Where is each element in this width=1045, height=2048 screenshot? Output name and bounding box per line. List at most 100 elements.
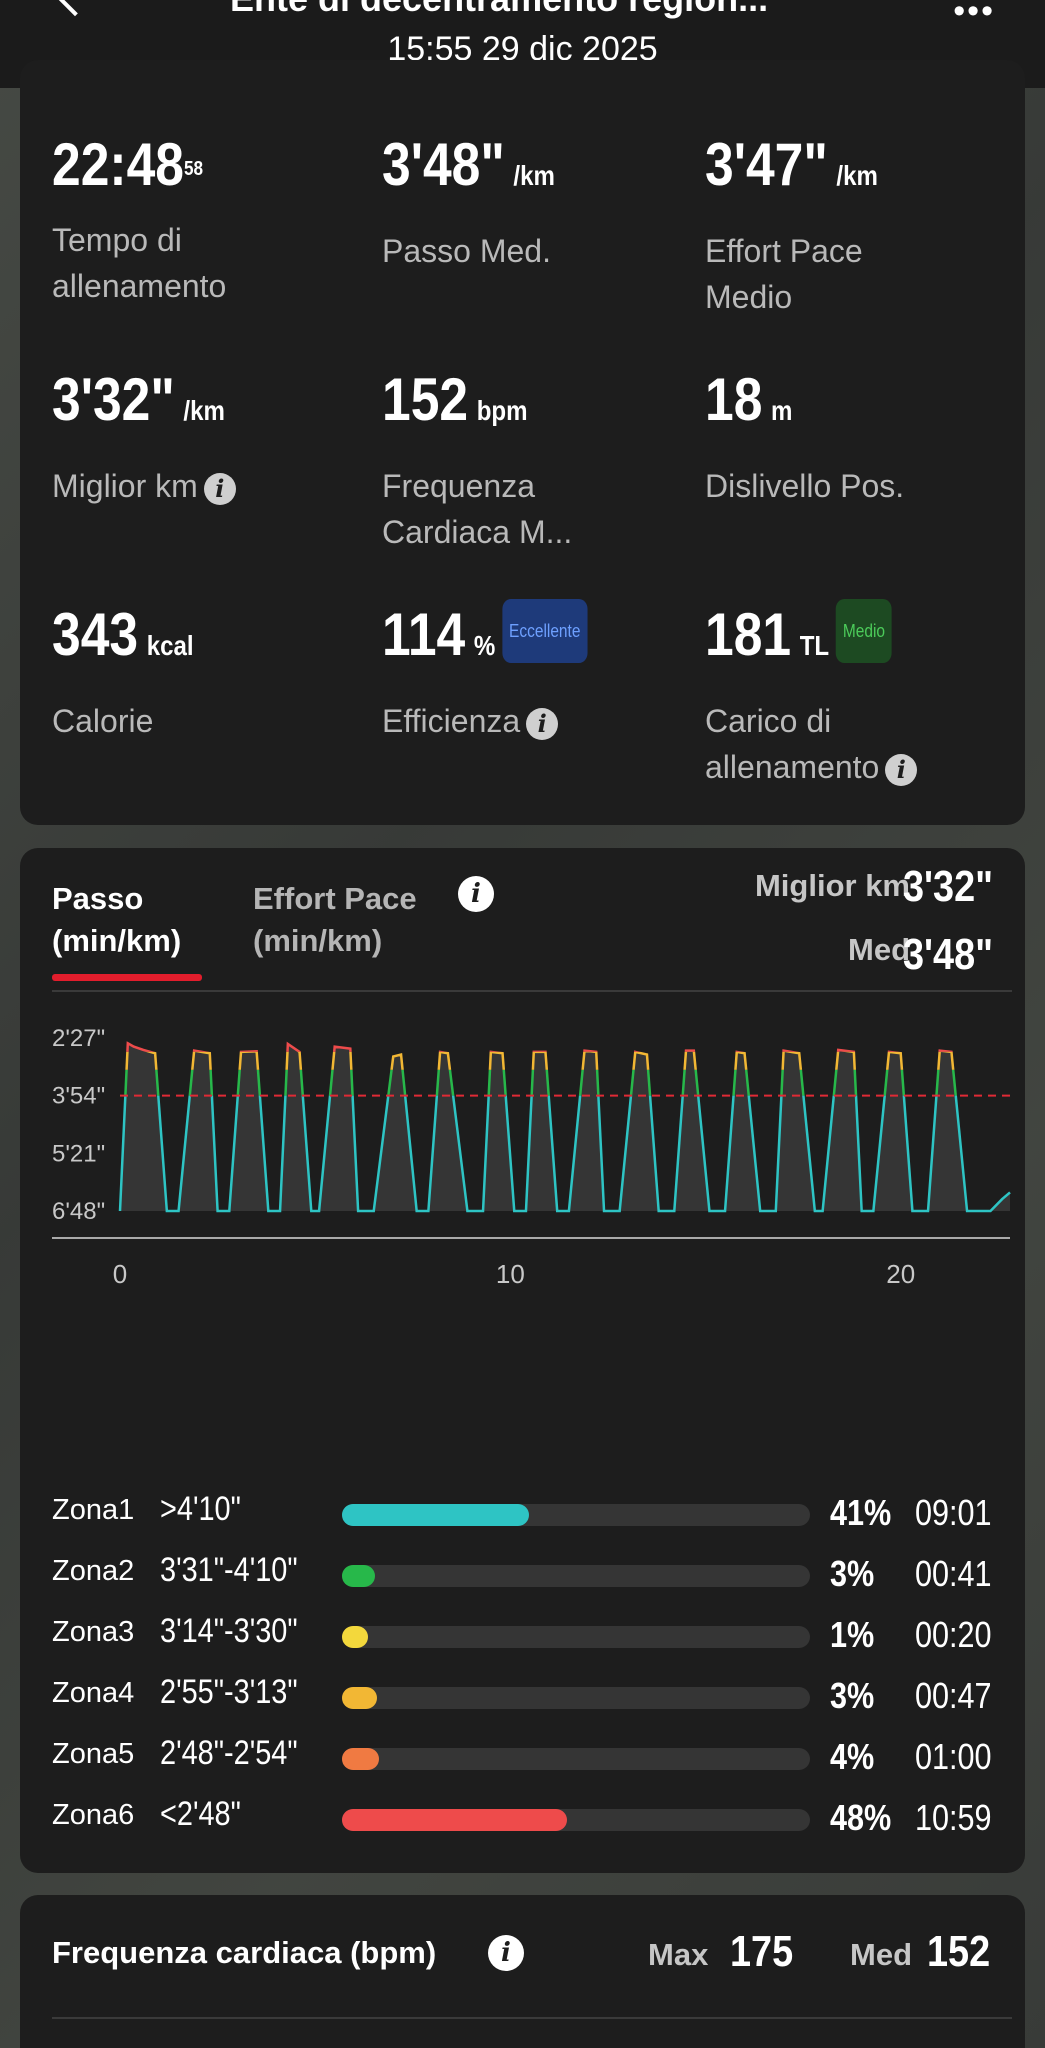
zone-track bbox=[342, 1565, 810, 1587]
pace-chart[interactable]: 2'27" 3'54" 5'21" 6'48" 0 10 20 bbox=[20, 998, 1025, 1298]
zone-range: <2'48" bbox=[160, 1795, 241, 1833]
zone-range: 3'31"-4'10" bbox=[160, 1551, 298, 1589]
tab-pace[interactable]: Passo (min/km) bbox=[52, 878, 181, 962]
heart-rate-title: Frequenza cardiaca (bpm) bbox=[52, 1935, 437, 1970]
stats-card: 22:4858 Tempo di allenamento 3'48"/km Pa… bbox=[20, 60, 1025, 825]
stat-value: 3'32" bbox=[52, 366, 175, 433]
stat-unit: /km bbox=[836, 160, 878, 191]
best-km-label: Miglior km bbox=[754, 868, 910, 903]
back-arrow-icon[interactable] bbox=[53, 0, 97, 17]
avg-pace-label: Med bbox=[848, 932, 910, 967]
more-options-icon[interactable]: ••• bbox=[953, 0, 995, 30]
efficiency-badge: Eccellente bbox=[502, 599, 588, 664]
y-tick-label: 2'27" bbox=[52, 1025, 105, 1052]
stat-unit: TL bbox=[799, 630, 830, 661]
zone-name: Zona4 bbox=[52, 1677, 135, 1709]
stat-value: 18 bbox=[705, 366, 763, 433]
zone-percent: 41% bbox=[830, 1492, 892, 1533]
y-tick-label: 5'21" bbox=[52, 1140, 105, 1167]
info-icon[interactable]: i bbox=[885, 753, 918, 786]
zone-percent: 3% bbox=[830, 1675, 875, 1716]
zone-fill bbox=[342, 1687, 378, 1709]
pace-line-zone1 bbox=[118, 1095, 1011, 1213]
zone-fill bbox=[342, 1565, 375, 1587]
zone-track bbox=[342, 1687, 810, 1709]
hr-max-label: Max bbox=[648, 1937, 709, 1972]
x-tick-label: 0 bbox=[113, 1259, 127, 1289]
zone-percent: 4% bbox=[830, 1736, 875, 1777]
stat-unit: kcal bbox=[146, 630, 194, 661]
pace-area bbox=[120, 1043, 1010, 1211]
stat-unit: /km bbox=[513, 160, 555, 191]
zone-range: >4'10" bbox=[160, 1490, 241, 1528]
zone-track bbox=[342, 1504, 810, 1526]
tab-label: Effort Pace bbox=[253, 881, 417, 916]
stat-label: Efficienza bbox=[382, 703, 521, 739]
stat-value: 114 bbox=[382, 601, 466, 668]
zone-percent: 48% bbox=[830, 1797, 892, 1838]
stat-efficiency: 114% Eccellente Efficienza i bbox=[382, 599, 702, 744]
info-icon[interactable]: i bbox=[203, 472, 236, 505]
tab-unit: (min/km) bbox=[52, 923, 182, 958]
x-tick-label: 20 bbox=[886, 1259, 915, 1289]
stat-training-load: 181 TL Medio Carico di allenamento i bbox=[705, 599, 1005, 790]
stat-avg-pace: 3'48"/km Passo Med. bbox=[382, 135, 682, 274]
stat-unit: /km bbox=[183, 395, 225, 426]
zone-time: 01:00 bbox=[915, 1736, 992, 1777]
y-tick-label: 6'48" bbox=[52, 1198, 105, 1225]
stat-best-km: 3'32"/km Miglior km i bbox=[52, 370, 352, 509]
stat-label: Effort Pace Medio bbox=[705, 233, 863, 315]
zone-row: Zona6 <2'48" 48% 10:59 bbox=[20, 1793, 1025, 1843]
best-km-value: 3'32" bbox=[903, 862, 994, 911]
zone-range: 2'55"-3'13" bbox=[160, 1673, 298, 1711]
hr-max-value: 175 bbox=[730, 1927, 794, 1976]
zone-row: Zona3 3'14"-3'30" 1% 00:20 bbox=[20, 1610, 1025, 1660]
tab-underline bbox=[52, 974, 202, 981]
stat-heart-rate: 152 bpm Frequenza Cardiaca M... bbox=[382, 370, 682, 555]
info-icon[interactable]: i bbox=[458, 876, 494, 912]
zone-name: Zona2 bbox=[52, 1555, 135, 1587]
training-load-badge: Medio bbox=[836, 599, 892, 664]
stat-unit: % bbox=[473, 630, 496, 661]
stat-unit: bpm bbox=[476, 395, 528, 426]
avg-pace-value: 3'48" bbox=[903, 930, 994, 979]
zone-time: 09:01 bbox=[915, 1492, 992, 1533]
tab-effort-pace[interactable]: Effort Pace (min/km) bbox=[253, 878, 417, 962]
zone-track bbox=[342, 1626, 810, 1648]
stat-label: Dislivello Pos. bbox=[705, 468, 905, 504]
zone-time: 10:59 bbox=[915, 1797, 992, 1838]
stat-label: Frequenza Cardiaca M... bbox=[382, 468, 573, 550]
divider bbox=[52, 2017, 1012, 2019]
hr-avg-label: Med bbox=[850, 1937, 912, 1972]
stat-training-time: 22:4858 Tempo di allenamento bbox=[52, 135, 352, 309]
stat-value: 3'48" bbox=[382, 131, 505, 198]
stat-value: 22:48 bbox=[52, 131, 184, 198]
activity-title: Ente di decentramento region... bbox=[230, 0, 768, 20]
pace-line-zone2 bbox=[124, 1069, 957, 1096]
stat-seconds: 58 bbox=[183, 158, 204, 180]
info-icon[interactable]: i bbox=[526, 707, 559, 740]
zone-fill bbox=[342, 1504, 530, 1526]
pace-card: Passo (min/km) Effort Pace (min/km) i Mi… bbox=[20, 848, 1025, 1873]
zone-time: 00:47 bbox=[915, 1675, 992, 1716]
heart-rate-card: Frequenza cardiaca (bpm) i Max 175 Med 1… bbox=[20, 1895, 1025, 2048]
zone-time: 00:20 bbox=[915, 1614, 992, 1655]
stat-calories: 343 kcal Calorie bbox=[52, 605, 352, 744]
info-icon[interactable]: i bbox=[488, 1935, 524, 1971]
zone-row: Zona1 >4'10" 41% 09:01 bbox=[20, 1488, 1025, 1538]
hr-avg-value: 152 bbox=[927, 1927, 991, 1976]
stat-label: Passo Med. bbox=[382, 233, 551, 269]
stat-unit: m bbox=[771, 395, 793, 426]
tab-label: Passo bbox=[52, 881, 144, 916]
tab-unit: (min/km) bbox=[253, 923, 383, 958]
stat-value: 181 bbox=[705, 601, 792, 668]
zone-fill bbox=[342, 1748, 380, 1770]
zone-percent: 1% bbox=[830, 1614, 875, 1655]
stat-value: 3'47" bbox=[705, 131, 828, 198]
stat-value: 152 bbox=[382, 366, 469, 433]
divider bbox=[52, 990, 1012, 992]
y-tick-label: 3'54" bbox=[52, 1083, 105, 1110]
stat-value: 343 bbox=[52, 601, 139, 668]
zone-name: Zona6 bbox=[52, 1799, 135, 1831]
zone-name: Zona3 bbox=[52, 1616, 135, 1648]
